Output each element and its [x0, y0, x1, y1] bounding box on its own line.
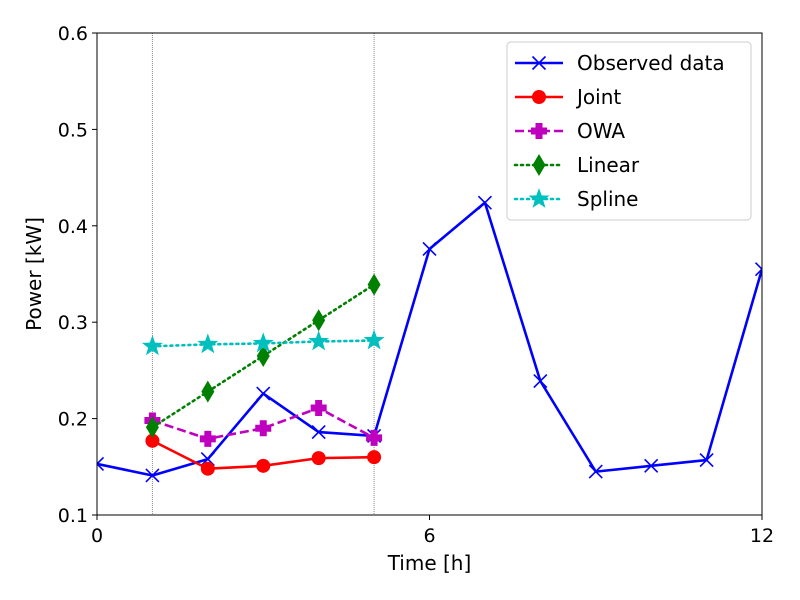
x-tick-label: 6 — [423, 525, 435, 547]
y-tick-label: 0.3 — [58, 312, 88, 334]
y-tick-label: 0.5 — [58, 119, 88, 141]
legend: Observed data Joint OWA Linear Spline — [506, 41, 752, 221]
data-point — [197, 333, 219, 354]
data-point — [644, 458, 659, 473]
data-point — [308, 330, 330, 351]
y-axis: 0.1 0.2 0.3 0.4 0.5 0.6 — [58, 23, 97, 527]
legend-marker — [528, 188, 550, 208]
y-axis-label: Power [kW] — [22, 217, 46, 331]
data-point — [256, 344, 270, 367]
series-layer — [97, 195, 762, 483]
legend-marker — [531, 55, 547, 71]
data-point — [200, 461, 215, 476]
legend-item: OWA — [515, 119, 625, 143]
legend-marker — [532, 154, 546, 176]
series-observed-data — [97, 195, 762, 483]
data-point — [145, 416, 159, 439]
legend-label: Linear — [577, 153, 640, 177]
data-point — [256, 458, 271, 473]
data-point — [97, 456, 105, 471]
data-point — [366, 429, 383, 446]
data-point — [477, 195, 492, 210]
data-point — [312, 309, 326, 332]
x-axis: 0 6 12 — [91, 515, 774, 547]
legend-label: Spline — [577, 187, 638, 211]
data-point — [201, 380, 215, 403]
data-point — [754, 262, 762, 277]
series-linear — [145, 273, 381, 439]
data-point — [199, 430, 216, 447]
data-point — [588, 464, 603, 479]
data-point — [367, 273, 381, 296]
data-point — [533, 373, 548, 389]
x-tick-label: 0 — [91, 525, 103, 547]
legend-marker — [532, 90, 546, 104]
series-spline — [141, 329, 385, 356]
legend-item: Joint — [515, 85, 621, 109]
legend-item: Linear — [513, 153, 640, 177]
data-point — [311, 451, 326, 466]
y-tick-label: 0.2 — [58, 409, 88, 431]
y-tick-label: 0.6 — [58, 23, 88, 45]
legend-item: Spline — [513, 187, 638, 211]
series-joint — [145, 433, 382, 476]
data-point — [311, 425, 326, 440]
data-point — [363, 329, 385, 350]
data-point — [422, 241, 437, 257]
y-tick-label: 0.4 — [58, 216, 88, 238]
y-tick-label: 0.1 — [58, 505, 88, 527]
x-axis-label: Time [h] — [387, 551, 472, 575]
legend-marker — [531, 123, 547, 139]
data-point — [141, 335, 163, 356]
data-point — [256, 386, 271, 401]
data-point — [145, 468, 160, 483]
legend-label: OWA — [577, 119, 625, 143]
legend-box — [506, 41, 752, 221]
data-point — [310, 399, 327, 416]
data-point — [145, 433, 160, 448]
legend-label: Observed data — [577, 51, 725, 75]
x-tick-label: 12 — [750, 525, 774, 547]
series-owa — [144, 399, 383, 447]
legend-label: Joint — [575, 85, 621, 109]
legend-item: Observed data — [515, 51, 725, 75]
data-point — [255, 420, 272, 437]
data-point — [252, 332, 274, 353]
data-point — [699, 452, 714, 468]
data-point — [367, 450, 382, 465]
reference-lines — [151, 33, 375, 515]
